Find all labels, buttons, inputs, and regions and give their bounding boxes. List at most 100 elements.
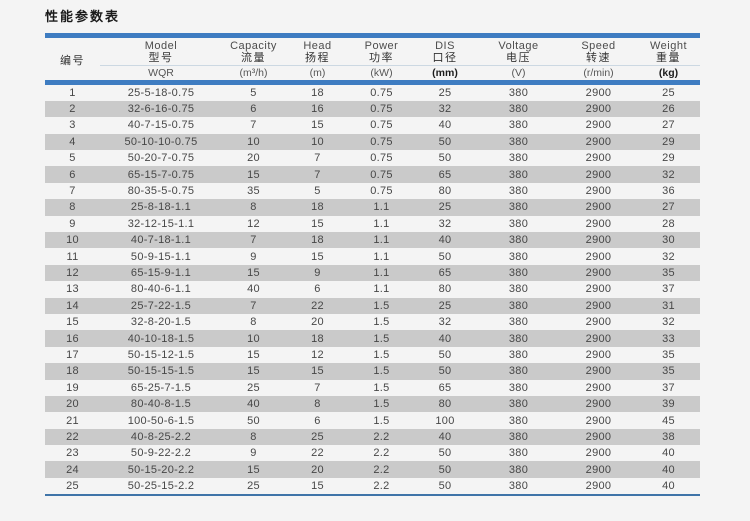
- table-cell: 32-8-20-1.5: [130, 316, 192, 329]
- table-cell: 37: [662, 283, 675, 296]
- table-cell: 25: [311, 430, 324, 443]
- table-cell: 0.75: [370, 103, 393, 116]
- table-cell: 0.75: [370, 86, 393, 99]
- table-cell: 15: [311, 480, 324, 493]
- table-cell: 380: [508, 234, 529, 247]
- table-cell: 14: [66, 299, 79, 312]
- table-row: 13 80-40-6-1.1 40 6 1.1 80 380 2900 37: [45, 281, 700, 297]
- table-cell: 380: [508, 398, 529, 411]
- unit-model: WQR: [148, 66, 174, 79]
- table-cell: 380: [508, 119, 529, 132]
- table-cell: 32: [438, 217, 452, 230]
- table-cell: 33: [662, 332, 675, 345]
- table-cell: 2900: [585, 201, 612, 214]
- table-cell: 2900: [585, 152, 612, 165]
- table-cell: 0.75: [370, 119, 393, 132]
- table-cell: 2900: [585, 463, 612, 476]
- table-cell: 7: [69, 185, 76, 198]
- table-cell: 380: [508, 250, 529, 263]
- unit-head: (m): [309, 66, 326, 79]
- table-cell: 380: [508, 463, 529, 476]
- table-cell: 15: [247, 365, 260, 378]
- table-cell: 80: [438, 398, 452, 411]
- table-cell: 7: [250, 119, 257, 132]
- table-cell: 16: [66, 332, 79, 345]
- table-cell: 23: [66, 447, 79, 460]
- unit-speed: (r/min): [583, 66, 614, 79]
- table-cell: 6: [314, 283, 321, 296]
- table-cell: 2900: [585, 316, 612, 329]
- table-cell: 380: [508, 103, 529, 116]
- table-row: 6 65-15-7-0.75 15 7 0.75 65 380 2900 32: [45, 166, 700, 183]
- table-cell: 25: [247, 381, 260, 394]
- table-cell: 6: [314, 414, 321, 427]
- table-cell: 22: [66, 430, 79, 443]
- table-cell: 0.75: [370, 168, 393, 181]
- table-cell: 38: [662, 430, 675, 443]
- table-cell: 40: [438, 430, 452, 443]
- col-header-power: Power 功率: [350, 38, 413, 66]
- table-cell: 5: [69, 152, 76, 165]
- table-row: 8 25-8-18-1.1 8 18 1.1 25 380 2900 27: [45, 199, 700, 216]
- table-cell: 15: [247, 348, 260, 361]
- table-cell: 50: [247, 414, 260, 427]
- table-cell: 28: [662, 217, 675, 230]
- table-cell: 50-15-20-2.2: [127, 463, 195, 476]
- table-cell: 25-8-18-1.1: [130, 201, 192, 214]
- table-cell: 80-40-6-1.1: [130, 283, 192, 296]
- table-cell: 7: [250, 299, 257, 312]
- table-cell: 2900: [585, 332, 612, 345]
- table-cell: 10: [247, 332, 260, 345]
- table-cell: 50: [438, 135, 452, 148]
- page-title: 性能参数表: [45, 9, 121, 24]
- table-cell: 18: [311, 86, 324, 99]
- table-cell: 40-7-15-0.75: [127, 119, 195, 132]
- table-cell: 50-10-10-0.75: [124, 135, 198, 148]
- table-cell: 13: [66, 283, 79, 296]
- table-cell: 16: [311, 103, 324, 116]
- top-accent-bar: [45, 33, 700, 38]
- table-cell: 1.5: [373, 414, 390, 427]
- table-cell: 380: [508, 430, 529, 443]
- table-cell: 35: [247, 185, 260, 198]
- table-cell: 1.5: [373, 332, 390, 345]
- table-cell: 20: [311, 316, 324, 329]
- table-cell: 2900: [585, 119, 612, 132]
- table-row: 23 50-9-22-2.2 9 22 2.2 50 380 2900 40: [45, 445, 700, 461]
- table-cell: 15: [66, 316, 79, 329]
- table-cell: 18: [311, 234, 324, 247]
- table-cell: 6: [250, 103, 257, 116]
- table-cell: 15: [311, 365, 324, 378]
- table-cell: 380: [508, 152, 529, 165]
- table-cell: 21: [66, 414, 79, 427]
- bottom-accent-line: [45, 494, 700, 497]
- table-cell: 7: [314, 168, 321, 181]
- table-cell: 32: [662, 316, 675, 329]
- table-cell: 50: [438, 365, 452, 378]
- table-cell: 22: [311, 447, 324, 460]
- table-cell: 3: [69, 119, 76, 132]
- col-header-number: 编号: [60, 54, 85, 67]
- table-cell: 9: [69, 217, 76, 230]
- table-cell: 39: [662, 398, 675, 411]
- table-cell: 27: [662, 119, 675, 132]
- table-cell: 2900: [585, 365, 612, 378]
- table-cell: 25: [438, 299, 452, 312]
- table-cell: 29: [662, 135, 675, 148]
- table-cell: 7: [314, 152, 321, 165]
- table-cell: 40: [662, 463, 675, 476]
- table-cell: 380: [508, 299, 529, 312]
- table-row: 16 40-10-18-1.5 10 18 1.5 40 380 2900 33: [45, 330, 700, 347]
- table-cell: 380: [508, 283, 529, 296]
- spec-table-header: 编号 Model 型号 Capacity 流量 Head 扬程 Power 功率…: [45, 38, 700, 80]
- table-cell: 50: [438, 447, 452, 460]
- table-cell: 20: [66, 398, 79, 411]
- table-cell: 36: [662, 185, 675, 198]
- table-cell: 1.1: [373, 266, 390, 279]
- table-cell: 380: [508, 266, 529, 279]
- table-cell: 380: [508, 185, 529, 198]
- header-row-main: 编号 Model 型号 Capacity 流量 Head 扬程 Power 功率…: [45, 38, 700, 67]
- table-cell: 40: [438, 119, 452, 132]
- table-cell: 50-15-12-1.5: [127, 348, 195, 361]
- table-row: 25 50-25-15-2.2 25 15 2.2 50 380 2900 40: [45, 478, 700, 494]
